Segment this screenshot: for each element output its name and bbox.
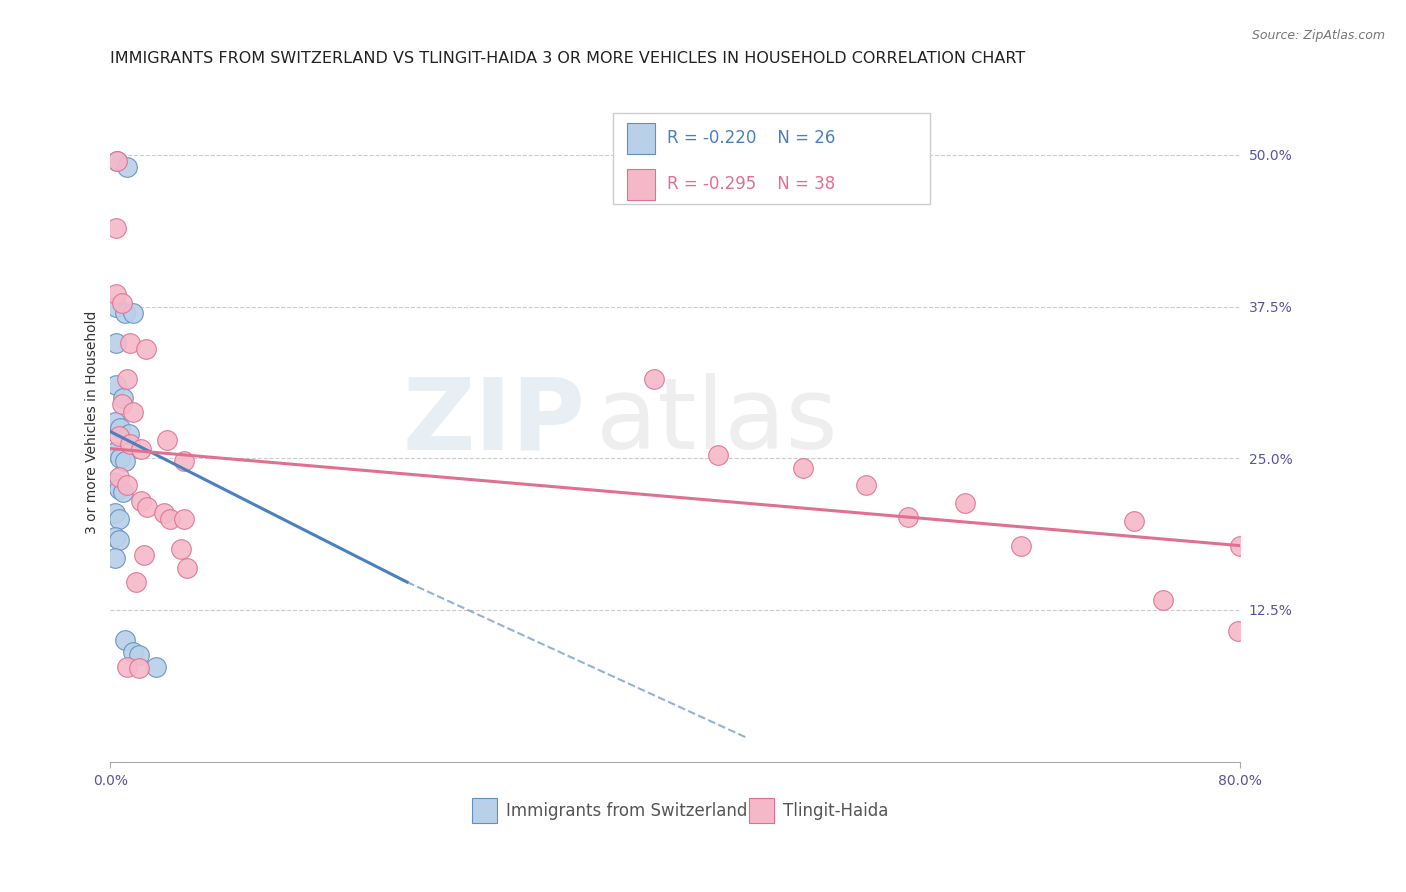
Point [120,336,142,351]
Point [105,300,128,314]
FancyBboxPatch shape [472,798,496,822]
Point [1010,539,1032,553]
Point [117,660,139,674]
Point [111,296,134,310]
Point [105,287,128,301]
Point [107,153,129,168]
Point [707,448,730,462]
Point [122,645,145,659]
Point [111,397,134,411]
Point [105,378,128,392]
Point [953,496,976,510]
Point [104,475,127,490]
Point [145,660,167,674]
Point [104,415,127,429]
Point [108,429,131,443]
FancyBboxPatch shape [627,123,655,153]
Point [136,500,159,514]
Point [153,506,176,520]
Text: ZIP: ZIP [402,374,585,470]
Point [792,461,814,475]
Point [117,478,139,492]
Point [120,436,142,450]
Text: IMMIGRANTS FROM SWITZERLAND VS TLINGIT-HAIDA 3 OR MORE VEHICLES IN HOUSEHOLD COR: IMMIGRANTS FROM SWITZERLAND VS TLINGIT-H… [111,51,1025,66]
Point [159,512,181,526]
Point [104,550,127,565]
Point [107,153,129,168]
Point [643,372,665,386]
Point [108,469,131,483]
Point [117,372,139,386]
Point [135,342,157,356]
Point [114,306,136,320]
Point [173,512,195,526]
Point [114,633,136,648]
Point [112,391,135,405]
Point [122,306,145,320]
Point [173,454,195,468]
Text: atlas: atlas [596,374,838,470]
Point [104,445,127,459]
Point [1229,539,1251,553]
Text: R = -0.295    N = 38: R = -0.295 N = 38 [668,175,835,194]
Point [108,512,131,526]
Y-axis label: 3 or more Vehicles in Household: 3 or more Vehicles in Household [86,310,100,533]
Point [110,451,132,466]
Point [128,661,150,675]
Point [117,160,139,174]
Point [131,493,153,508]
Point [176,560,198,574]
Point [122,405,145,419]
Point [104,506,127,520]
Point [105,220,128,235]
Point [1123,515,1146,529]
FancyBboxPatch shape [749,798,773,822]
FancyBboxPatch shape [613,112,929,204]
Point [170,542,193,557]
Text: Source: ZipAtlas.com: Source: ZipAtlas.com [1251,29,1385,42]
Text: Tlingit-Haida: Tlingit-Haida [783,802,889,820]
Point [131,442,153,456]
Point [110,421,132,435]
Text: Immigrants from Switzerland: Immigrants from Switzerland [506,802,747,820]
Text: R = -0.220    N = 26: R = -0.220 N = 26 [668,129,835,147]
Point [108,533,131,547]
Point [108,482,131,496]
Point [105,336,128,351]
Point [112,485,135,500]
Point [156,433,179,447]
Point [128,648,150,662]
Point [855,478,877,492]
Point [1226,624,1249,638]
Point [125,575,148,590]
FancyBboxPatch shape [627,169,655,200]
Point [114,454,136,468]
Point [134,549,156,563]
Point [104,530,127,544]
Point [118,427,141,442]
Point [897,509,920,524]
Point [1152,593,1174,607]
